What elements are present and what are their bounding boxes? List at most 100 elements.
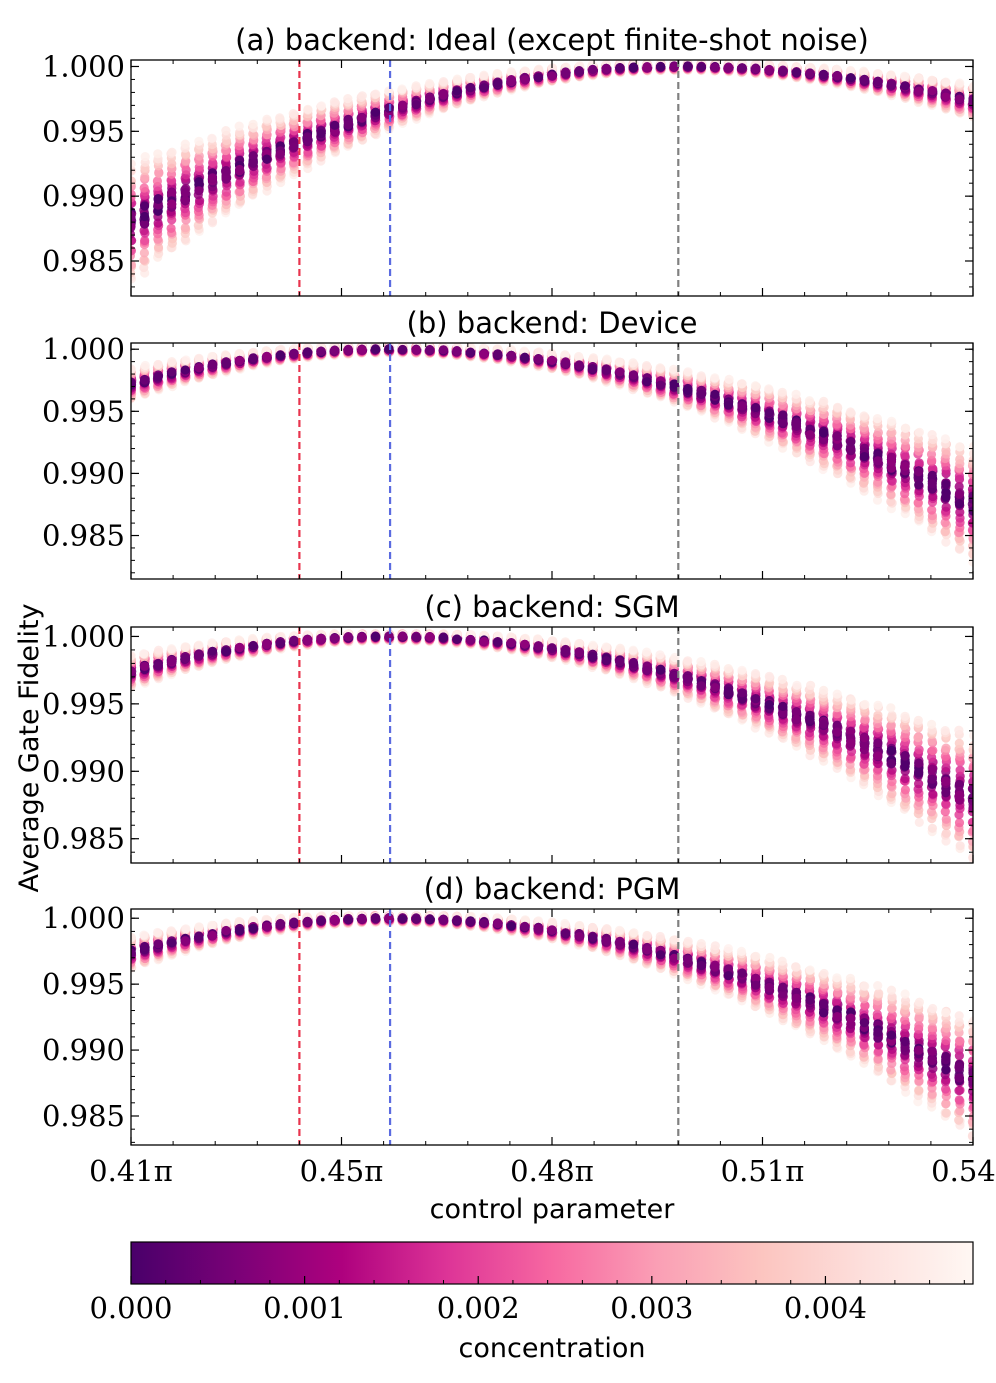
data-point <box>289 349 299 359</box>
data-point <box>886 452 897 462</box>
data-point <box>669 364 679 374</box>
data-point <box>466 72 476 83</box>
data-point <box>235 642 245 652</box>
data-point <box>533 354 544 364</box>
data-point <box>873 456 883 466</box>
data-point <box>248 641 258 651</box>
y-tick-label: 1.000 <box>42 332 125 366</box>
data-point <box>737 63 747 73</box>
data-point <box>140 360 150 371</box>
data-point <box>140 211 150 222</box>
data-point <box>642 62 652 73</box>
data-point <box>968 549 973 559</box>
data-point <box>737 379 747 389</box>
data-point <box>167 199 177 209</box>
data-point <box>438 77 449 87</box>
y-tick-label: 0.990 <box>42 456 125 490</box>
data-point <box>131 210 136 220</box>
data-point <box>343 632 353 642</box>
data-point <box>914 467 924 477</box>
data-point <box>669 62 679 72</box>
data-point <box>316 634 326 645</box>
data-point <box>438 345 448 355</box>
data-point <box>601 365 611 375</box>
data-point <box>872 414 883 424</box>
data-point <box>167 357 177 367</box>
data-point <box>791 68 802 78</box>
data-point <box>153 194 163 204</box>
data-point <box>288 109 298 119</box>
data-point <box>181 355 191 365</box>
data-point <box>954 499 965 509</box>
data-point <box>493 349 503 359</box>
data-point <box>479 70 489 80</box>
panel-title: (a) backend: Ideal (except finite-shot n… <box>235 23 869 57</box>
data-point <box>411 100 421 110</box>
data-point <box>927 464 938 474</box>
panel-ideal: (a) backend: Ideal (except finite-shot n… <box>42 23 974 297</box>
data-point <box>330 633 340 644</box>
data-point <box>967 525 973 535</box>
data-point <box>207 133 217 143</box>
data-point <box>968 476 973 486</box>
data-point <box>791 418 802 429</box>
data-point <box>819 396 829 406</box>
data-point <box>846 437 856 447</box>
data-point <box>384 86 394 96</box>
data-point <box>710 389 720 399</box>
data-point <box>968 94 973 104</box>
data-point <box>479 349 489 359</box>
data-point <box>316 101 327 111</box>
data-point <box>154 168 164 178</box>
data-point <box>140 661 150 672</box>
data-point <box>248 151 258 161</box>
data-point <box>139 248 149 258</box>
data-point <box>397 84 407 94</box>
data-point <box>534 64 544 74</box>
data-point <box>914 427 925 437</box>
data-point <box>615 367 625 377</box>
data-point <box>723 400 734 410</box>
data-point <box>302 132 313 142</box>
data-point <box>561 69 571 79</box>
data-point <box>574 360 584 370</box>
data-point <box>900 430 910 440</box>
data-point <box>235 186 245 197</box>
data-point <box>131 651 136 661</box>
y-tick-label: 0.990 <box>42 179 125 213</box>
data-point <box>180 196 190 206</box>
data-point <box>425 94 435 104</box>
data-point <box>969 449 973 459</box>
data-point <box>628 62 639 72</box>
data-point <box>588 353 599 363</box>
data-point <box>778 67 788 77</box>
data-point <box>289 635 299 646</box>
data-point <box>167 147 177 157</box>
data-point <box>845 407 856 417</box>
data-point <box>194 353 204 363</box>
data-point <box>275 350 285 360</box>
data-point <box>777 387 787 397</box>
data-point <box>955 454 965 464</box>
data-point <box>750 381 761 391</box>
data-point <box>131 260 136 270</box>
data-point <box>751 64 761 74</box>
data-point <box>262 639 272 649</box>
data-point <box>357 113 367 123</box>
data-point <box>859 75 870 85</box>
data-point <box>343 94 353 104</box>
data-point <box>131 364 136 374</box>
data-point <box>669 379 679 389</box>
data-point <box>167 655 177 666</box>
data-point <box>398 345 408 355</box>
data-point <box>262 114 272 124</box>
data-point <box>411 632 421 642</box>
data-point <box>235 356 245 366</box>
data-point <box>248 353 258 363</box>
data-point <box>316 129 326 139</box>
scatter-points <box>131 629 973 863</box>
data-point <box>180 188 190 198</box>
data-point <box>805 430 815 440</box>
data-point <box>859 452 870 462</box>
data-point <box>398 100 408 110</box>
